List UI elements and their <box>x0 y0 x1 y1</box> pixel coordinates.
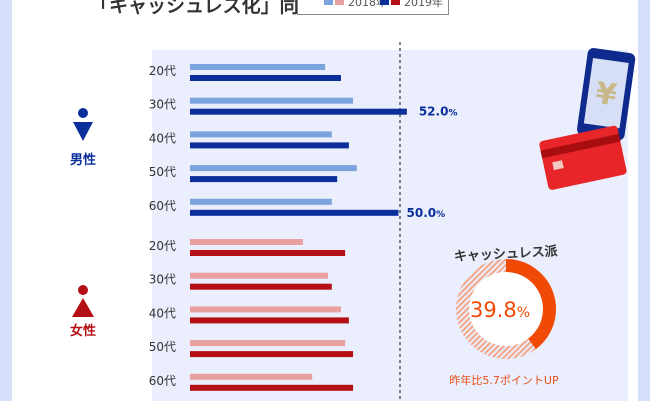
bar-male-2019 <box>190 209 399 216</box>
legend-swatch-female-2018 <box>335 0 344 5</box>
category-label-female: 20代 <box>149 239 176 253</box>
bar-female-2018 <box>190 306 341 313</box>
bar-female-2018 <box>190 340 346 347</box>
bar-male-2018 <box>190 198 332 205</box>
bar-male-2018 <box>190 97 354 104</box>
svg-text:¥: ¥ <box>593 76 619 114</box>
bar-female-2018 <box>190 239 304 245</box>
bar-female-2019 <box>190 384 354 391</box>
bar-female-2019 <box>190 351 354 358</box>
donut-title: キャッシュレス派 <box>454 244 559 264</box>
female-label: 女性 <box>70 323 96 339</box>
bar-female-2018 <box>190 373 313 380</box>
male-icon <box>73 108 93 141</box>
legend-swatch-male-2018 <box>324 0 333 5</box>
category-label-male: 20代 <box>149 64 176 78</box>
category-label-female: 40代 <box>149 306 176 320</box>
bar-female-2019 <box>190 250 346 256</box>
smartphone-icon: ¥ <box>577 48 636 141</box>
legend-swatch-male-2019 <box>380 0 389 5</box>
male-label: 男性 <box>70 152 96 168</box>
data-label: 50.0% <box>407 206 446 220</box>
bar-male-2018 <box>190 131 332 138</box>
bar-male-2019 <box>190 75 341 81</box>
data-label: 52.0% <box>419 105 458 119</box>
bar-male-2019 <box>190 176 338 183</box>
category-label-female: 50代 <box>149 340 176 354</box>
category-label-female: 30代 <box>149 273 176 287</box>
legend-swatch-female-2019 <box>391 0 400 5</box>
bar-female-2019 <box>190 317 349 324</box>
category-label-male: 50代 <box>149 165 176 179</box>
donut-note: 昨年比5.7ポイントUP <box>449 373 559 387</box>
legend-2018: 2018年 <box>348 0 387 9</box>
female-icon <box>72 285 94 317</box>
bar-male-2019 <box>190 108 407 115</box>
donut-value: 39.8% <box>470 298 530 322</box>
category-label-male: 40代 <box>149 131 176 145</box>
category-label-male: 30代 <box>149 98 176 112</box>
category-label-male: 60代 <box>149 199 176 213</box>
chart-title: 「キャッシュレス化」同意率 <box>90 0 337 17</box>
bar-female-2018 <box>190 272 329 279</box>
bar-female-2019 <box>190 283 332 290</box>
bar-male-2018 <box>190 165 357 172</box>
donut-value-arc <box>506 259 556 350</box>
category-label-female: 60代 <box>149 374 176 388</box>
credit-card-icon <box>539 125 627 190</box>
legend-2019: 2019年 <box>404 0 443 9</box>
donut-chart: 39.8% キャッシュレス派 昨年比5.7ポイントUP <box>449 244 559 387</box>
legend: 2018年 2019年 <box>297 0 449 15</box>
bar-male-2019 <box>190 142 349 149</box>
bar-male-2018 <box>190 64 326 70</box>
